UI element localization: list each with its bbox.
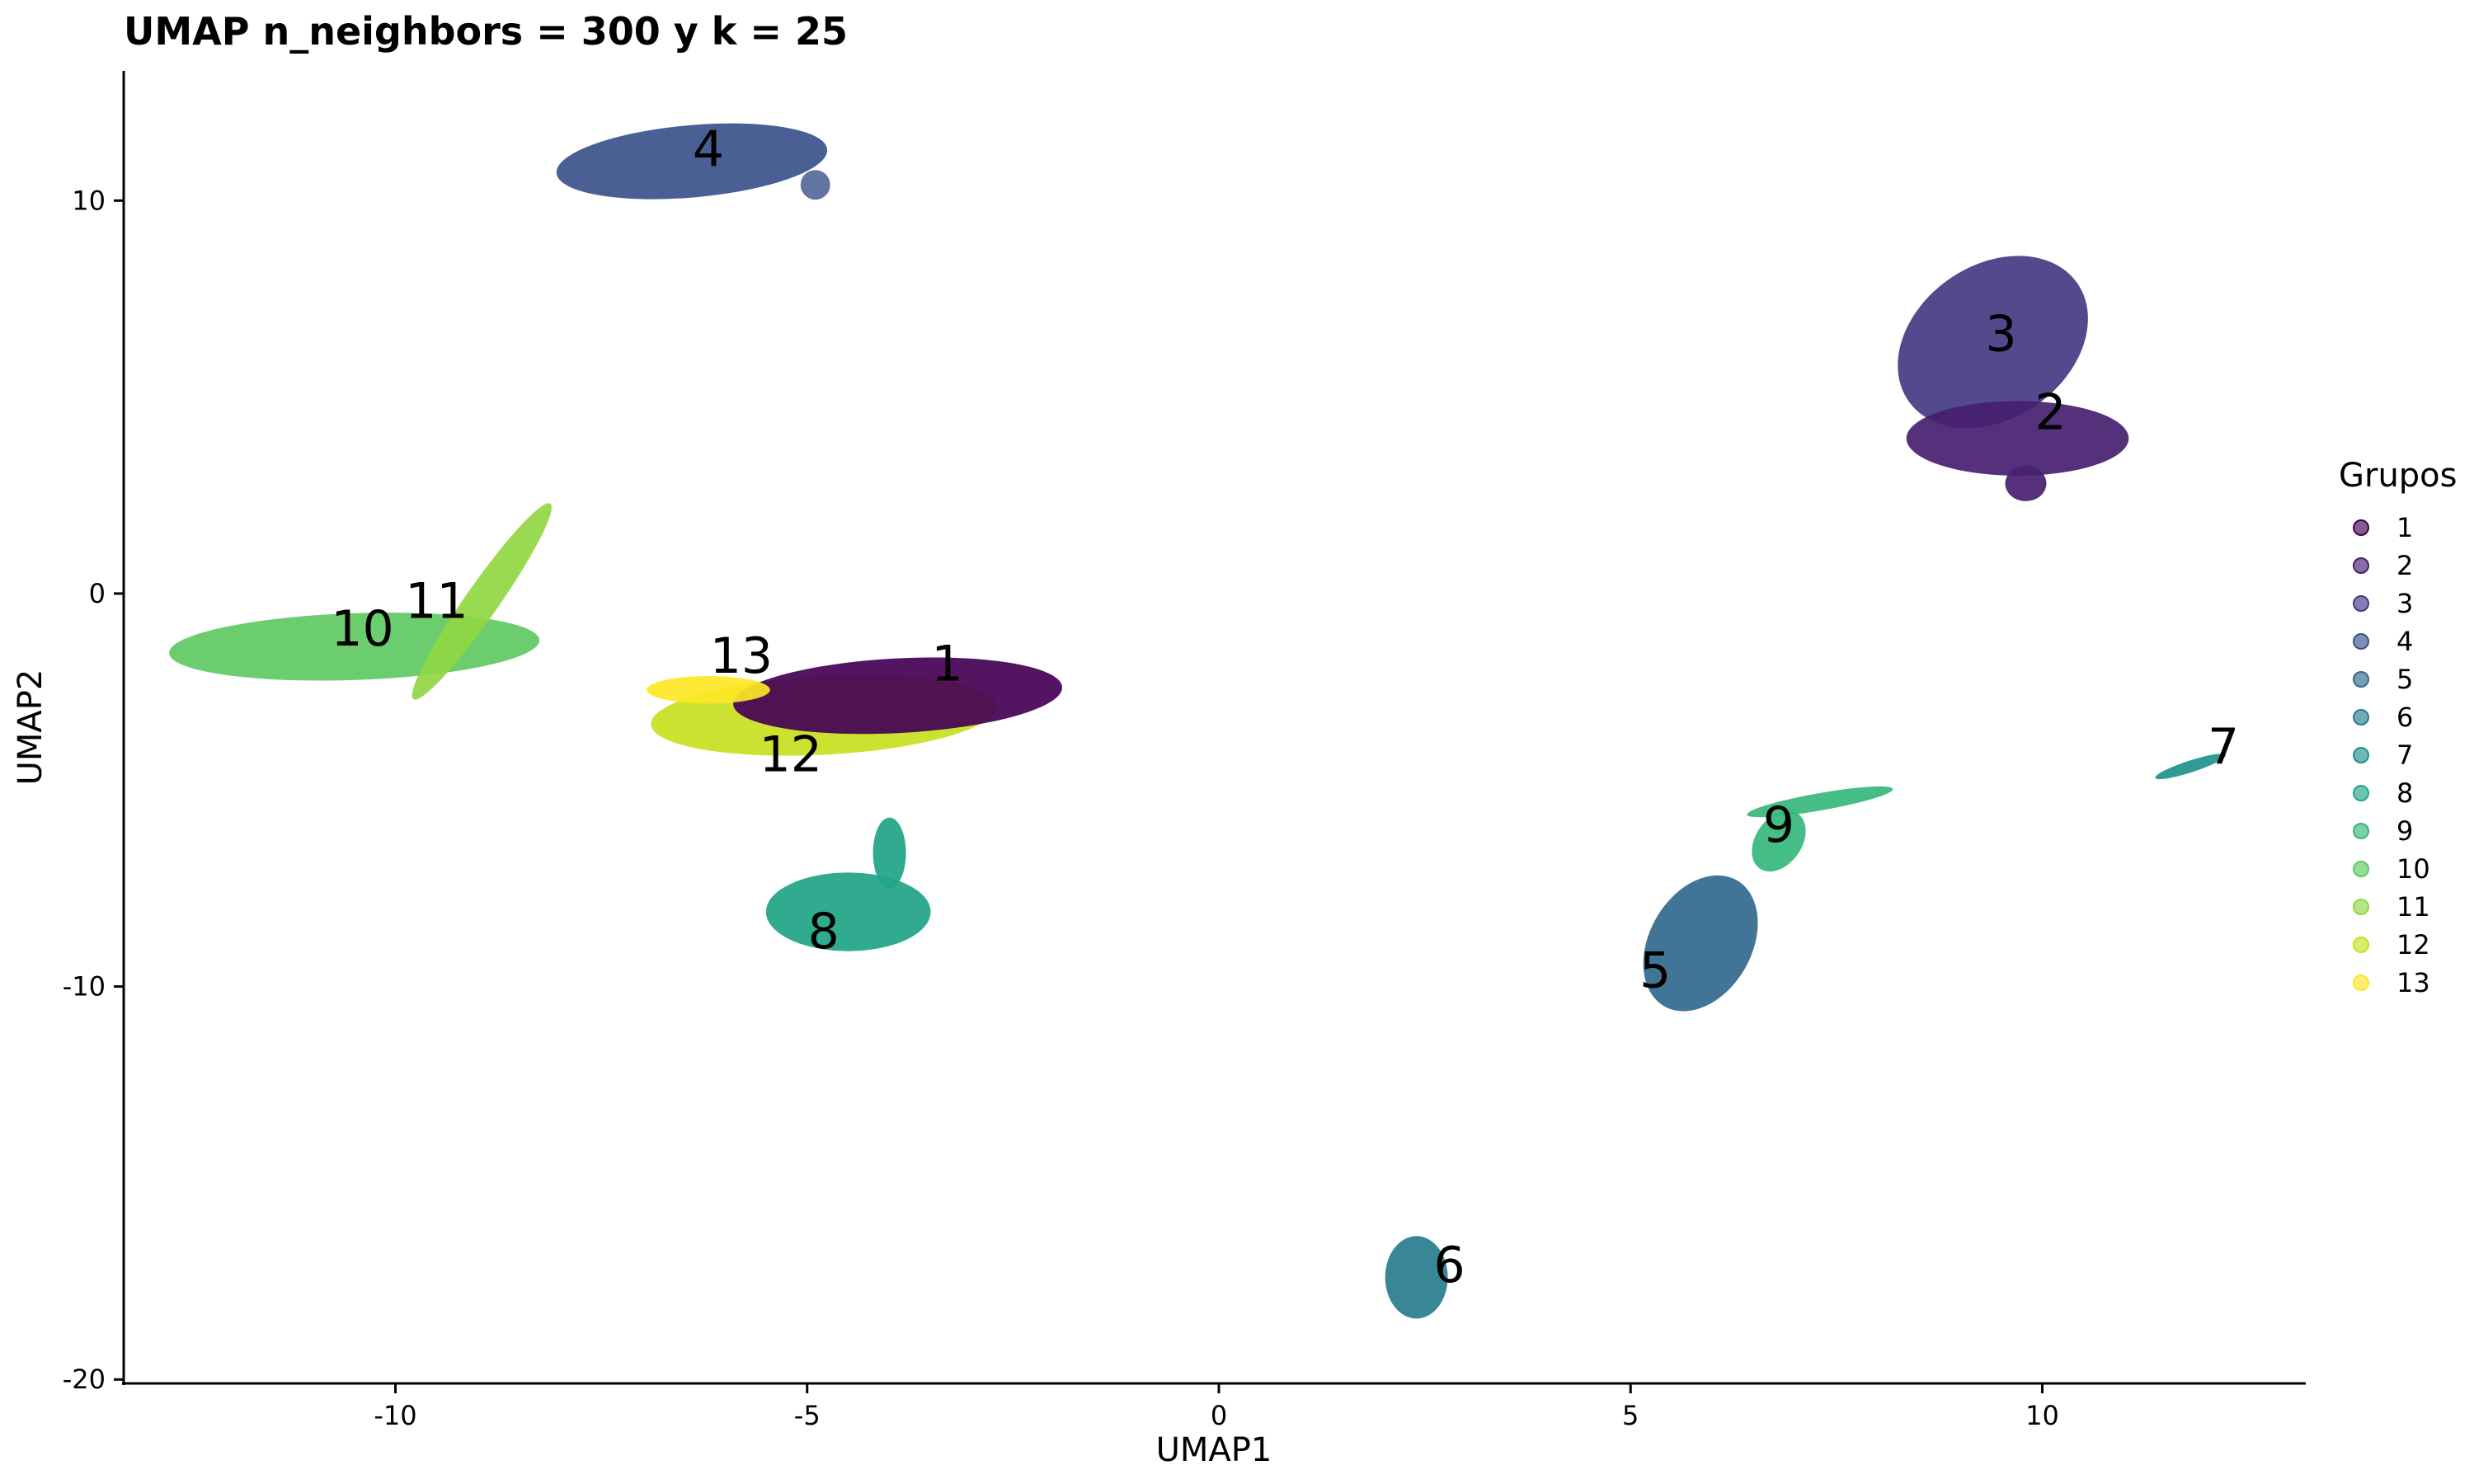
cluster-label-5: 5	[1639, 942, 1671, 1000]
x-tick-label: -5	[794, 1400, 821, 1431]
x-tick-label: 5	[1622, 1400, 1639, 1431]
cluster-label-6: 6	[1433, 1237, 1465, 1294]
points-layer	[169, 123, 2227, 1319]
legend-key-6	[2353, 709, 2369, 726]
legend-key-2	[2353, 557, 2369, 574]
y-axis-title: UMAP2	[12, 669, 49, 786]
cluster-label-13: 13	[710, 627, 773, 685]
cluster-1-points	[733, 657, 1063, 735]
legend-key-10	[2353, 861, 2369, 877]
y-tick-label: 0	[89, 578, 106, 609]
x-ticks: -10 -5 0 5 10	[374, 1383, 2059, 1431]
legend-label-13: 13	[2396, 967, 2430, 998]
legend-label-2: 2	[2396, 550, 2413, 581]
cluster-4-points	[556, 123, 828, 200]
cluster-5-points	[1643, 875, 1758, 1012]
legend-key-4	[2353, 633, 2369, 650]
cluster-11-points	[412, 503, 552, 700]
x-tick-label: 10	[2025, 1400, 2059, 1431]
legend-key-11	[2353, 899, 2369, 915]
legend-label-5: 5	[2396, 664, 2413, 695]
cluster-label-4: 4	[693, 120, 724, 178]
legend-label-12: 12	[2396, 929, 2430, 960]
legend-label-6: 6	[2396, 702, 2413, 733]
legend-label-3: 3	[2396, 588, 2413, 619]
cluster-2-points	[2005, 466, 2047, 501]
x-tick-label: 0	[1211, 1400, 1227, 1431]
cluster-2-points	[1906, 401, 2129, 476]
y-ticks: -20 -10 0 10	[63, 185, 124, 1395]
legend-key-9	[2353, 823, 2369, 839]
chart-title: UMAP n_neighbors = 300 y k = 25	[124, 9, 848, 54]
cluster-8-points	[872, 817, 906, 889]
legend-label-9: 9	[2396, 815, 2413, 847]
cluster-13-points	[647, 676, 770, 704]
legend-label-8: 8	[2396, 777, 2413, 809]
cluster-label-1: 1	[931, 636, 962, 693]
legend-key-1	[2353, 519, 2369, 536]
x-tick-label: -10	[374, 1400, 416, 1431]
cluster-label-11: 11	[405, 572, 468, 630]
legend-label-1: 1	[2396, 512, 2413, 543]
x-axis-title: UMAP1	[1156, 1431, 1272, 1469]
cluster-9-points	[1747, 786, 1893, 818]
cluster-3-points	[1898, 256, 2088, 429]
cluster-label-7: 7	[2208, 718, 2239, 776]
legend-label-4: 4	[2396, 626, 2413, 657]
cluster-label-8: 8	[808, 903, 840, 960]
cluster-label-3: 3	[1985, 305, 2016, 363]
cluster-label-10: 10	[331, 600, 393, 658]
legend-key-13	[2353, 974, 2369, 991]
legend-label-10: 10	[2396, 853, 2430, 885]
legend-key-5	[2353, 671, 2369, 688]
cluster-7-points	[2155, 754, 2227, 780]
legend-key-3	[2353, 595, 2369, 612]
cluster-8-points	[765, 872, 931, 951]
legend-title: Grupos	[2339, 457, 2458, 495]
legend-key-7	[2353, 747, 2369, 763]
legend-key-8	[2353, 785, 2369, 801]
cluster-6-points	[1385, 1236, 1448, 1319]
cluster-9-points	[1752, 810, 1806, 872]
cluster-4-point	[800, 170, 830, 200]
legend-label-7: 7	[2396, 740, 2413, 771]
y-tick-label: -20	[63, 1364, 106, 1395]
cluster-label-12: 12	[760, 726, 822, 783]
legend-key-12	[2353, 937, 2369, 953]
cluster-label-2: 2	[2034, 384, 2066, 442]
legend-label-11: 11	[2396, 891, 2430, 923]
cluster-label-9: 9	[1763, 796, 1794, 854]
y-tick-label: -10	[63, 971, 106, 1003]
y-tick-label: 10	[72, 185, 106, 216]
